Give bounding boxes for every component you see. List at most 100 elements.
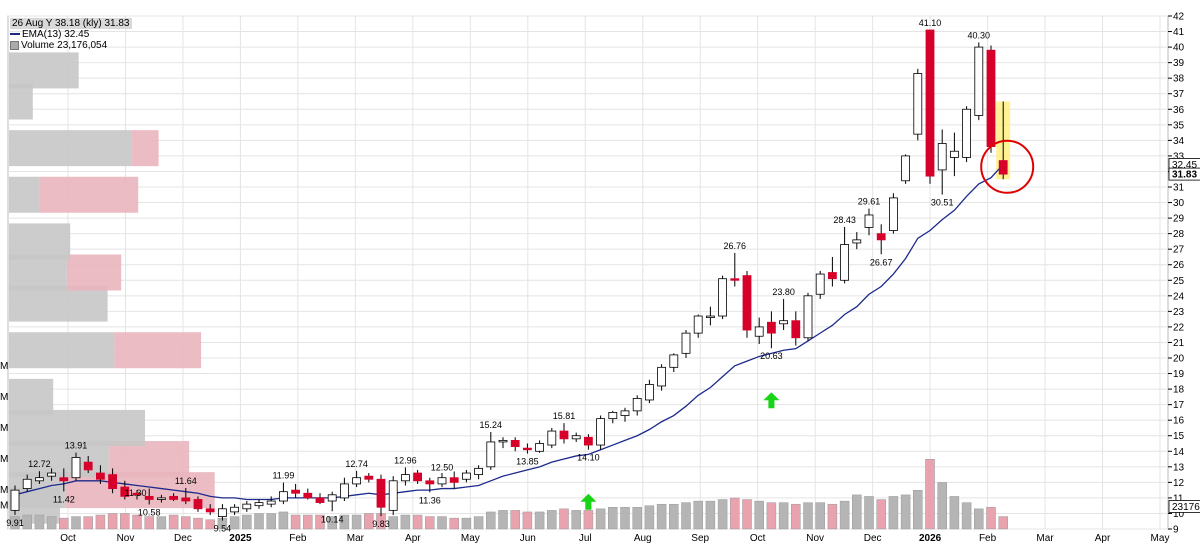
volume-swatch [10, 40, 19, 50]
volume-bar [900, 494, 911, 530]
volume-bar [449, 517, 459, 530]
candle-body [730, 278, 740, 281]
volume-bar [730, 497, 740, 530]
candle-body [693, 315, 703, 334]
y-tick-label: 20 [1173, 354, 1185, 365]
candle-body [291, 489, 301, 494]
candle-body [388, 480, 398, 511]
volume-by-price-bar [9, 254, 67, 291]
volume-bar [437, 516, 447, 530]
x-tick-label: May [461, 533, 480, 544]
candle-body [376, 478, 386, 508]
volume-by-price-bar-down [39, 176, 139, 213]
x-tick-label: Sep [691, 533, 709, 544]
volume-bar [71, 516, 81, 530]
price-annotation: 23.80 [772, 287, 795, 297]
chart-legend: 26 Aug Y 38.18 (kly) 31.83 EMA(13) 32.45… [10, 18, 132, 51]
volume-bar [608, 507, 618, 530]
candle-body [22, 478, 32, 489]
price-annotation: 13.85 [516, 457, 539, 467]
legend-volume: Volume 23,176,054 [21, 40, 108, 51]
candle-body [486, 441, 496, 468]
price-tag [1168, 500, 1200, 513]
volume-bar [986, 507, 996, 530]
candle-body [35, 477, 44, 482]
y-tick-label: 23 [1173, 307, 1185, 318]
y-tick-label: 25 [1173, 276, 1185, 287]
candle-body [449, 477, 459, 483]
y-tick-label: 21 [1173, 338, 1185, 349]
candle-body [181, 497, 191, 502]
x-tick-label: Feb [289, 533, 307, 544]
volume-by-price-bar-down [65, 472, 215, 509]
candle-body [266, 500, 276, 505]
volume-by-price-bar [9, 378, 54, 415]
volume-bar [59, 517, 69, 530]
candle-body [71, 457, 81, 479]
left-axis-label: M [0, 423, 8, 434]
volume-bar [754, 500, 764, 530]
x-tick-label: Jul [579, 533, 592, 544]
candle-body [925, 29, 935, 177]
candle-body [59, 477, 69, 482]
volume-bar [913, 490, 923, 530]
candle-body [779, 320, 788, 325]
y-tick-label: 12 [1173, 478, 1185, 489]
y-tick-label: 37 [1173, 89, 1185, 100]
candle-body [96, 472, 105, 480]
volume-bar [839, 500, 850, 530]
volume-bar [656, 503, 667, 530]
candle-body [998, 160, 1008, 175]
price-tag-label: 23176 [1172, 502, 1200, 513]
x-tick-label: Dec [864, 533, 882, 544]
candle-body [950, 150, 959, 158]
y-tick-label: 19 [1173, 369, 1185, 380]
volume-bar [644, 505, 655, 530]
y-tick-label: 28 [1173, 229, 1185, 240]
volume-bar [339, 514, 350, 530]
price-annotation: 11.30 [125, 488, 147, 498]
volume-bar [717, 499, 728, 530]
volume-by-price-bar [9, 176, 40, 213]
volume-by-price-bar-down [131, 130, 159, 167]
buy-arrow-icon [763, 392, 780, 409]
ema-line [14, 164, 1004, 501]
price-annotation: 9.83 [372, 519, 390, 529]
buy-arrow-icon [580, 493, 597, 510]
left-axis-label: M [0, 361, 8, 372]
left-axis-label: M [0, 501, 8, 512]
price-annotation: 26.67 [870, 257, 893, 267]
volume-bar [949, 496, 960, 530]
volume-bar [193, 517, 203, 530]
candle-body [242, 503, 252, 510]
volume-bar [364, 513, 374, 530]
y-tick-label: 38 [1173, 74, 1185, 85]
price-annotation: 12.74 [345, 459, 368, 469]
candle-body [718, 278, 727, 317]
candle-body [828, 272, 837, 280]
volume-bar [22, 514, 32, 530]
y-tick-label: 33 [1173, 151, 1185, 162]
volume-bar [278, 511, 289, 530]
x-tick-label: May [1151, 533, 1170, 544]
candle-body [608, 412, 618, 420]
candle-body [620, 410, 630, 416]
left-axis-label: M [0, 485, 8, 496]
x-tick-label: Jun [520, 533, 536, 544]
price-annotation: 26.76 [724, 241, 747, 251]
y-tick-label: 10 [1173, 509, 1185, 520]
volume-bar [803, 502, 813, 530]
candle-body [815, 273, 825, 295]
candle-body [889, 197, 898, 231]
volume-bar [315, 514, 325, 530]
candle-body [132, 492, 142, 496]
price-annotation: 9.54 [214, 524, 232, 534]
y-tick-label: 13 [1173, 462, 1185, 473]
candle-body [425, 480, 435, 485]
volume-bar [107, 513, 118, 530]
price-tag-label: 31.83 [1172, 170, 1197, 181]
candle-body [596, 418, 605, 446]
y-tick-label: 42 [1173, 12, 1185, 23]
volume-bar [156, 516, 167, 530]
x-tick-label: Feb [979, 533, 997, 544]
